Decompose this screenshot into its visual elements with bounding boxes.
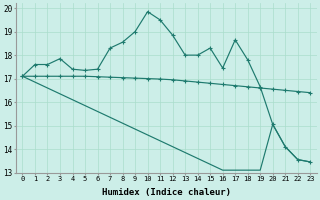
X-axis label: Humidex (Indice chaleur): Humidex (Indice chaleur) bbox=[102, 188, 231, 197]
